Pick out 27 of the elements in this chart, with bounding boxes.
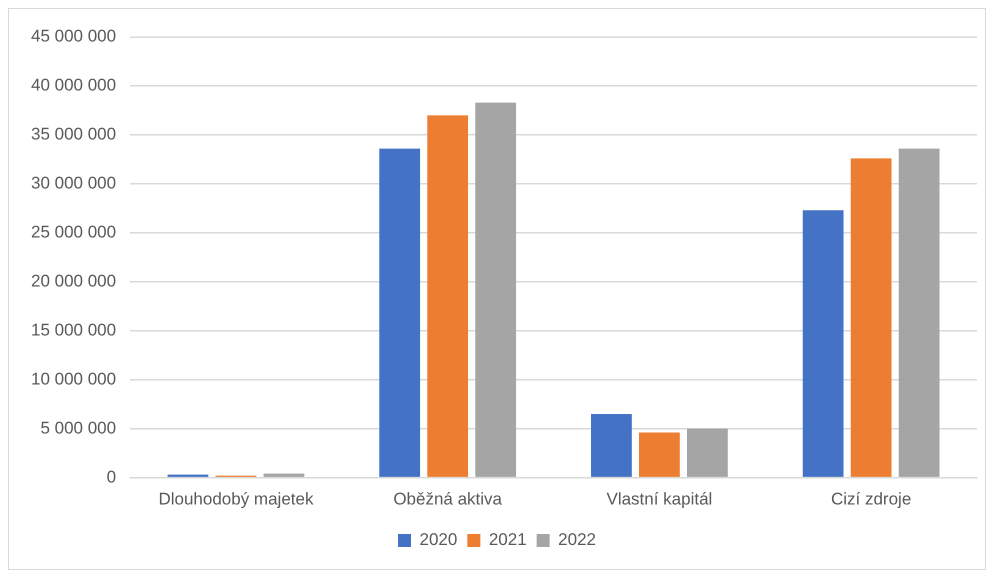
bar [591,414,632,477]
bar [850,158,892,477]
x-tick-label: Dlouhodobý majetek [158,489,314,508]
x-tick-label: Oběžná aktiva [393,489,503,508]
bar [379,148,420,477]
y-tick-label: 10 000 000 [30,369,116,388]
y-tick-label: 35 000 000 [30,124,116,144]
y-tick-label: 20 000 000 [30,271,116,290]
y-tick-label: 45 000 000 [30,26,116,46]
bar [639,432,680,477]
bar [475,102,516,477]
legend-label: 2020 [420,530,458,550]
x-tick-label: Cizí zdroje [830,489,912,508]
bar [898,148,940,477]
y-tick-label: 15 000 000 [30,320,116,340]
bar [264,474,304,477]
y-tick-label: 0 [106,467,116,486]
legend-label: 2022 [558,530,596,550]
x-tick-label: Vlastní kapitál [606,489,712,508]
legend-label: 2021 [488,530,527,550]
bar [802,210,844,477]
y-tick-label: 30 000 000 [30,174,116,193]
bar [687,428,728,477]
y-tick-label: 40 000 000 [30,76,116,95]
y-tick-label: 5 000 000 [40,418,116,438]
bar [427,115,468,477]
y-tick-label: 25 000 000 [30,222,116,242]
